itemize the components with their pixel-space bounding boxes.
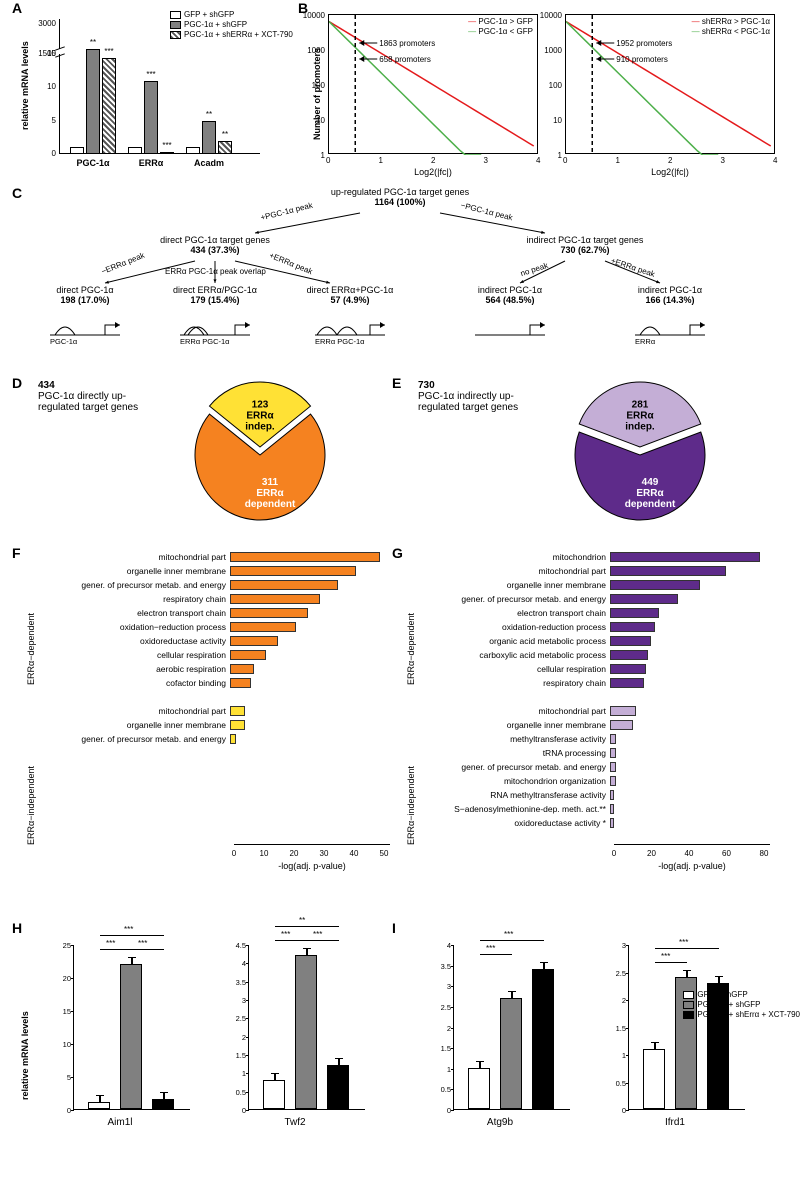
panel-i: I 00.511.522.533.54******Atg9b 00.511.52… [410, 920, 780, 1170]
panel-f-indep-label: ERRα−independent [26, 766, 36, 845]
panel-g: G ERRα−dependent ERRα−independent mitoch… [410, 545, 780, 905]
panel-f-bars: mitochondrial partorganelle inner membra… [40, 550, 390, 864]
panel-d-label: D [12, 375, 22, 391]
panel-e-title: 730 PGC-1α indirectly up-regulated targe… [418, 380, 538, 413]
panel-i-label: I [392, 920, 396, 936]
panel-c-label: C [12, 185, 22, 201]
panel-a-legend: GFP + shGFPPGC-1α + shGFPPGC-1α + shERRα… [170, 10, 293, 40]
panel-c-svg [30, 185, 770, 360]
panel-h-ylabel: relative mRNA levels [20, 1011, 30, 1100]
panel-g-indep-label: ERRα−independent [406, 766, 416, 845]
panel-h-label: H [12, 920, 22, 936]
panel-a-label: A [12, 0, 22, 16]
panel-e-title-text: PGC-1α indirectly up-regulated target ge… [418, 391, 518, 413]
panel-a-ylabel: relative mRNA levels [20, 41, 30, 130]
panel-d: D 434 PGC-1α directly up-regulated targe… [30, 375, 400, 535]
panel-d-title-text: PGC-1α directly up-regulated target gene… [38, 391, 138, 413]
panel-e-label: E [392, 375, 401, 391]
panel-b: B 1863 promoters658 promoters— PGC-1α > … [310, 0, 790, 170]
panel-f: F ERRα−dependent ERRα−independent mitoch… [30, 545, 400, 905]
panel-b-ylabel: Number of promoters [312, 48, 322, 140]
panel-a: A relative mRNA levels 05101515003000***… [30, 0, 300, 170]
panel-d-title: 434 PGC-1α directly up-regulated target … [38, 380, 158, 413]
panel-h: H relative mRNA levels 0510152025*******… [30, 920, 400, 1170]
panel-i-chart1: 00.511.522.533.54******Atg9b [425, 940, 575, 1130]
panel-c: C up-regulated PGC-1α target genes1164 (… [30, 185, 770, 360]
panel-h-chart1: 0510152025*********Aim1l [45, 940, 195, 1130]
panel-b-plot2: 1952 promoters910 promoters— shERRα > PG… [565, 14, 775, 154]
panel-g-dep-label: ERRα−dependent [406, 613, 416, 685]
panel-b-plot1: 1863 promoters658 promoters— PGC-1α > GF… [328, 14, 538, 154]
panel-h-chart2: 00.511.522.533.544.5********Twf2 [220, 940, 370, 1130]
panel-f-dep-label: ERRα−dependent [26, 613, 36, 685]
panel-e-pie: 281ERRαindep.449ERRαdependent [550, 375, 730, 535]
panel-g-bars: mitochondrionmitochondrial partorganelle… [420, 550, 770, 864]
panel-e-count: 730 [418, 380, 435, 391]
panel-e: E 730 PGC-1α indirectly up-regulated tar… [410, 375, 780, 535]
panel-d-pie: 123ERRαindep.311ERRαdependent [170, 375, 350, 535]
panel-f-label: F [12, 545, 21, 561]
panel-i-legend: GFP + shGFPPGC-1α + shGFPPGC-1α + shErrα… [683, 990, 800, 1020]
panel-i-chart2: 00.511.522.53******Ifrd1 [600, 940, 750, 1130]
panel-d-count: 434 [38, 380, 55, 391]
panel-g-label: G [392, 545, 403, 561]
